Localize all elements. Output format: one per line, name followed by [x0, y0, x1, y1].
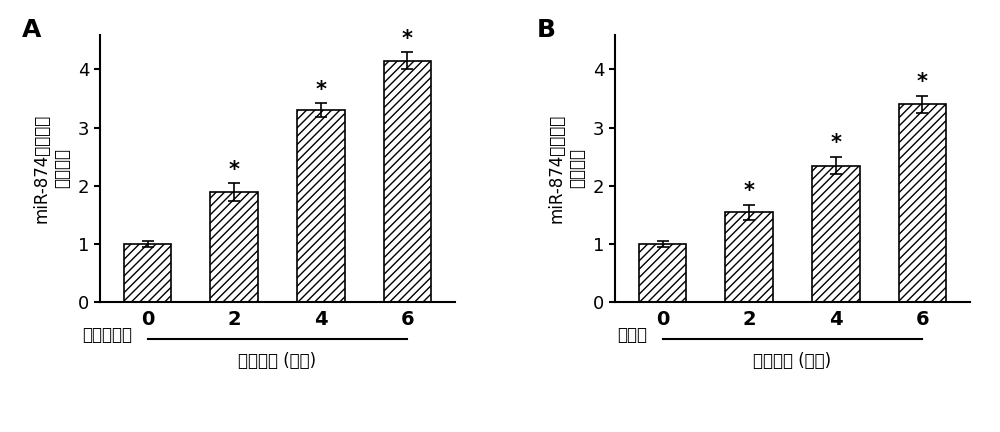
Bar: [725, 212, 773, 302]
Y-axis label: miR-874表达水平
升高倍数: miR-874表达水平 升高倍数: [547, 114, 586, 223]
Y-axis label: miR-874表达水平
升高倍数: miR-874表达水平 升高倍数: [32, 114, 71, 223]
Bar: [812, 165, 860, 302]
Text: 处理时间 (小时): 处理时间 (小时): [238, 352, 317, 370]
Bar: [210, 192, 258, 302]
Bar: [899, 105, 946, 302]
Text: 处理时间 (小时): 处理时间 (小时): [753, 352, 832, 370]
Text: *: *: [229, 159, 240, 180]
Text: 内皮素: 内皮素: [618, 326, 648, 344]
Text: *: *: [744, 181, 755, 201]
Bar: [384, 61, 431, 302]
Text: *: *: [830, 133, 841, 153]
Text: *: *: [402, 29, 413, 48]
Text: B: B: [537, 19, 556, 42]
Bar: [124, 244, 171, 302]
Text: 苯肆上腺素: 苯肆上腺素: [83, 326, 133, 344]
Text: *: *: [917, 72, 928, 92]
Bar: [297, 110, 345, 302]
Text: *: *: [315, 80, 326, 100]
Text: A: A: [22, 19, 41, 42]
Bar: [639, 244, 686, 302]
